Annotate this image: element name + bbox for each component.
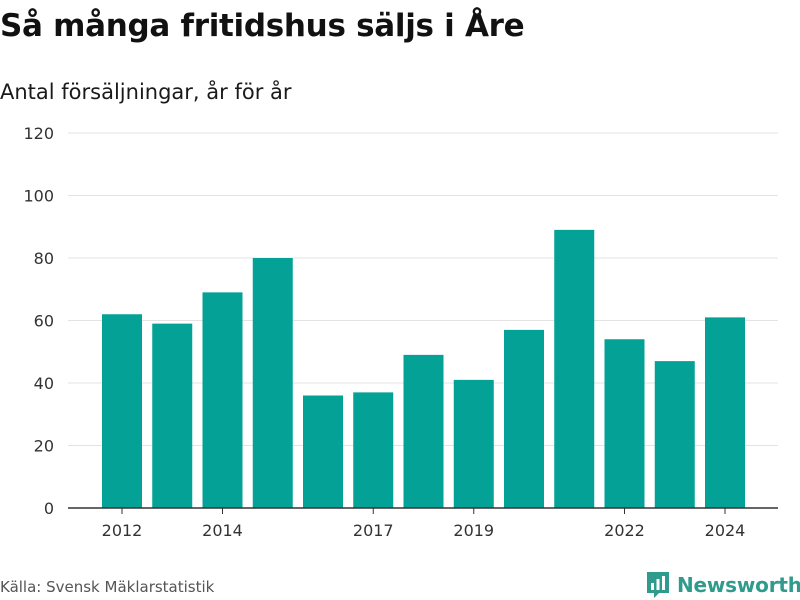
- y-tick-label: 20: [34, 437, 54, 456]
- bar-2020: [504, 329, 544, 508]
- bar-2021: [554, 229, 595, 508]
- bar-2012: [102, 314, 142, 508]
- y-tick-label: 0: [44, 499, 54, 518]
- bar-2015: [252, 258, 293, 508]
- bar-2016: [303, 395, 343, 508]
- y-tick-label: 40: [34, 374, 54, 393]
- x-axis-ticks: 2012 2014 2017 2019 2022 2024: [102, 508, 746, 540]
- y-tick-label: 60: [34, 312, 54, 331]
- bar-chart: 0 20 40 60 80 100 120 2012 2014 2017 2019 2022 2024: [23, 124, 778, 540]
- x-tick-label: 2012: [102, 521, 143, 540]
- bar-2024: [705, 317, 745, 508]
- x-tick-label: 2017: [353, 521, 394, 540]
- brand-logo[interactable]: Newsworthy: [645, 570, 800, 600]
- y-tick-label: 80: [34, 249, 54, 268]
- bar-chart-logo-icon: [647, 572, 669, 598]
- x-tick-label: 2022: [604, 521, 645, 540]
- x-tick-label: 2019: [453, 521, 494, 540]
- y-axis-ticks: 0 20 40 60 80 100 120: [23, 124, 54, 518]
- bar-2014: [202, 292, 243, 508]
- bar-2018: [403, 354, 444, 508]
- bar-2023: [654, 361, 695, 508]
- bar-2022: [604, 339, 645, 508]
- chart-subtitle: Antal försäljningar, år för år: [0, 80, 292, 104]
- bars: [102, 229, 745, 508]
- source-note: Källa: Svensk Mäklarstatistik: [0, 578, 215, 596]
- bar-2013: [152, 323, 193, 508]
- x-tick-label: 2014: [202, 521, 243, 540]
- bar-2019: [453, 379, 494, 508]
- y-tick-label: 120: [23, 124, 54, 143]
- y-tick-label: 100: [23, 187, 54, 206]
- chart-title: Så många fritidshus säljs i Åre: [0, 8, 525, 44]
- bar-2017: [353, 392, 394, 508]
- brand-name: Newsworthy: [677, 573, 800, 597]
- x-tick-label: 2024: [705, 521, 746, 540]
